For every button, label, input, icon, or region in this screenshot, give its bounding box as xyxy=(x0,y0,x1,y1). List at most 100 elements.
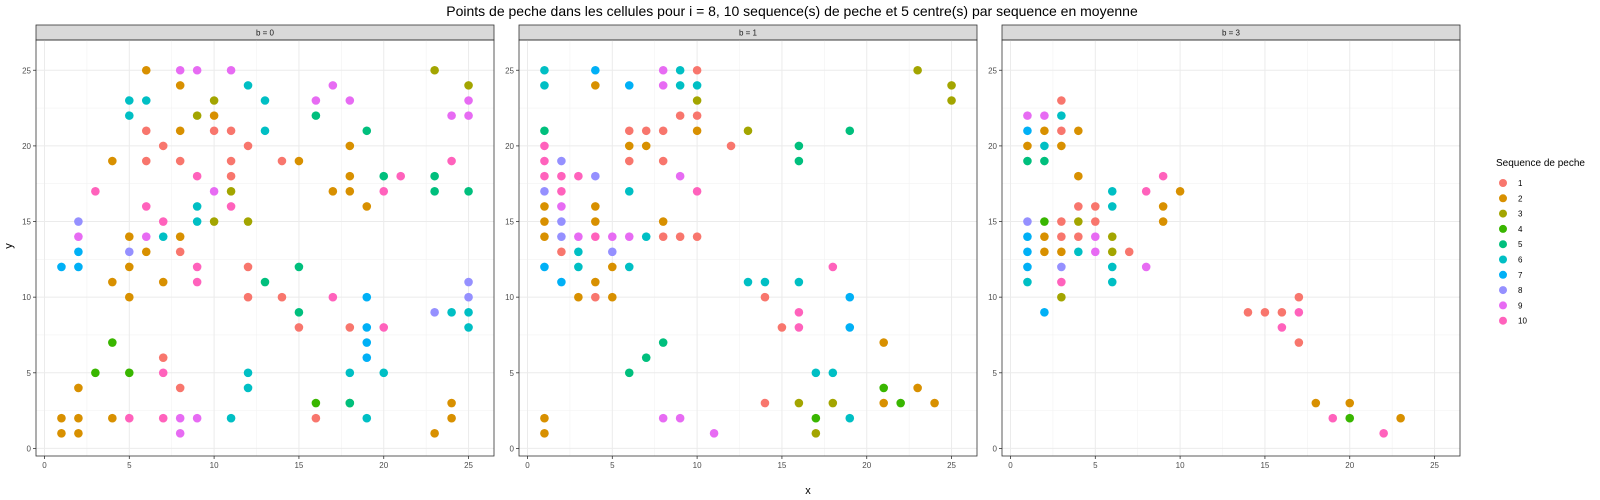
data-point xyxy=(209,126,219,136)
data-point xyxy=(74,429,83,438)
data-point xyxy=(896,398,905,408)
data-point xyxy=(828,398,838,408)
legend-key xyxy=(1499,194,1507,203)
data-point xyxy=(226,413,236,423)
data-point xyxy=(345,398,355,408)
data-point xyxy=(124,111,134,120)
legend-key xyxy=(1499,179,1507,187)
data-point xyxy=(557,156,566,166)
data-point xyxy=(1074,217,1083,226)
data-point xyxy=(540,262,549,272)
data-point xyxy=(540,156,549,166)
y-tick-label: 0 xyxy=(510,444,515,453)
data-point xyxy=(624,81,634,90)
data-point xyxy=(1057,232,1066,241)
data-point xyxy=(1090,202,1100,211)
data-point xyxy=(158,277,168,287)
legend-label: 5 xyxy=(1518,240,1523,249)
data-point xyxy=(226,202,236,211)
data-point xyxy=(277,156,287,166)
data-point xyxy=(1107,277,1117,287)
facet-strip-label: b = 0 xyxy=(256,29,275,38)
data-point xyxy=(294,323,304,332)
data-point xyxy=(362,413,372,423)
facet-panel: b = 0 0 5 10 15 20 25 0 5 10 15 20 25 xyxy=(22,24,495,470)
x-tick-label: 5 xyxy=(127,461,132,470)
data-point xyxy=(124,247,134,257)
data-point xyxy=(328,292,338,302)
data-point xyxy=(540,202,549,211)
x-tick-label: 25 xyxy=(1430,461,1439,470)
data-point xyxy=(1294,292,1304,302)
data-point xyxy=(930,398,939,408)
y-tick-label: 15 xyxy=(988,218,997,227)
data-point xyxy=(175,383,185,393)
data-point xyxy=(540,171,549,181)
data-point xyxy=(209,217,219,226)
data-point xyxy=(175,126,185,136)
data-point xyxy=(379,171,389,181)
data-point xyxy=(794,323,804,332)
data-point xyxy=(641,232,651,241)
data-point xyxy=(1107,262,1117,272)
data-point xyxy=(1040,247,1049,257)
data-point xyxy=(1057,277,1066,287)
x-tick-label: 10 xyxy=(210,461,219,470)
data-point xyxy=(1074,232,1083,241)
data-point xyxy=(243,141,253,151)
data-point xyxy=(345,368,355,378)
y-tick-label: 5 xyxy=(27,369,32,378)
data-point xyxy=(430,307,439,317)
data-point xyxy=(540,65,549,75)
data-point xyxy=(692,65,702,75)
data-point xyxy=(591,292,600,302)
data-point xyxy=(574,292,583,302)
data-point xyxy=(1074,247,1083,257)
data-point xyxy=(328,81,338,90)
data-point xyxy=(1090,232,1100,241)
x-tick-label: 25 xyxy=(464,461,473,470)
data-point xyxy=(294,262,304,272)
data-point xyxy=(447,156,456,166)
data-point xyxy=(192,111,202,120)
data-point xyxy=(1311,398,1321,408)
data-point xyxy=(794,277,804,287)
data-point xyxy=(226,186,236,196)
legend-label: 1 xyxy=(1518,179,1523,188)
data-point xyxy=(294,156,304,166)
data-point xyxy=(1107,232,1117,241)
y-tick-label: 10 xyxy=(22,293,31,302)
legend-key xyxy=(1499,316,1507,325)
data-point xyxy=(760,277,770,287)
data-point xyxy=(175,156,185,166)
facet-strip-label: b = 3 xyxy=(1222,29,1241,38)
data-point xyxy=(379,368,389,378)
data-point xyxy=(557,232,566,241)
data-point xyxy=(947,96,956,105)
data-point xyxy=(540,429,549,438)
y-axis-label: y xyxy=(3,243,15,249)
data-point xyxy=(464,81,473,90)
data-point xyxy=(574,171,583,181)
data-point xyxy=(540,126,549,136)
data-point xyxy=(1057,141,1066,151)
y-tick-label: 5 xyxy=(510,369,515,378)
legend-key xyxy=(1499,240,1507,249)
data-point xyxy=(658,65,668,75)
data-point xyxy=(209,111,219,120)
data-point xyxy=(794,398,804,408)
legend-label: 4 xyxy=(1518,225,1523,234)
data-point xyxy=(1175,186,1185,196)
legend-label: 7 xyxy=(1518,271,1523,280)
data-point xyxy=(141,202,151,211)
data-point xyxy=(641,353,651,362)
data-point xyxy=(760,292,770,302)
data-point xyxy=(624,186,634,196)
data-point xyxy=(591,65,600,75)
y-tick-label: 20 xyxy=(22,142,31,151)
data-point xyxy=(1040,232,1049,241)
data-point xyxy=(1023,141,1032,151)
x-tick-label: 5 xyxy=(610,461,615,470)
data-point xyxy=(540,186,549,196)
data-point xyxy=(607,232,617,241)
